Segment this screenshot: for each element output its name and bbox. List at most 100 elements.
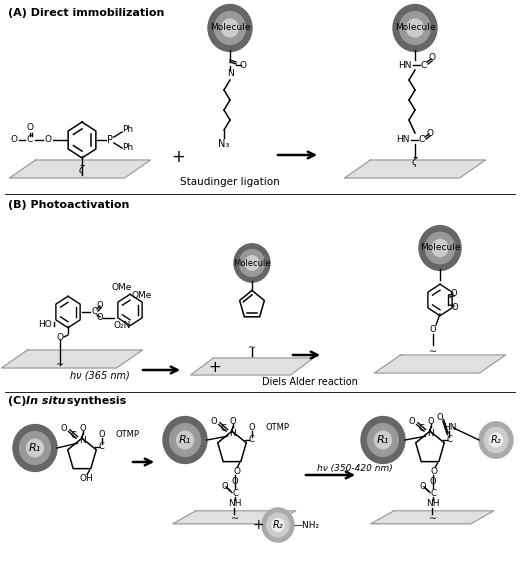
Text: R₁: R₁ bbox=[377, 435, 389, 445]
Text: N₃: N₃ bbox=[218, 139, 230, 149]
Text: hν (350-420 nm): hν (350-420 nm) bbox=[317, 464, 393, 472]
Ellipse shape bbox=[27, 439, 43, 457]
Ellipse shape bbox=[399, 12, 431, 44]
Text: O: O bbox=[452, 303, 458, 311]
Text: O: O bbox=[233, 467, 240, 476]
Text: O: O bbox=[428, 54, 436, 62]
Text: O: O bbox=[240, 61, 246, 69]
Text: Molecule: Molecule bbox=[210, 23, 250, 33]
Ellipse shape bbox=[479, 422, 513, 458]
Text: R₁: R₁ bbox=[29, 443, 41, 453]
Text: HN: HN bbox=[396, 135, 410, 144]
Text: N: N bbox=[229, 429, 236, 438]
Text: —NH₂: —NH₂ bbox=[294, 520, 320, 530]
Polygon shape bbox=[190, 358, 314, 375]
Text: hν (365 nm): hν (365 nm) bbox=[70, 370, 130, 380]
Text: In situ: In situ bbox=[26, 396, 66, 406]
Ellipse shape bbox=[368, 423, 398, 457]
Text: C: C bbox=[232, 489, 238, 498]
Text: O: O bbox=[97, 314, 103, 322]
Text: Staudinger ligation: Staudinger ligation bbox=[180, 177, 280, 187]
Text: O₂N: O₂N bbox=[113, 322, 131, 331]
Text: R₂: R₂ bbox=[491, 435, 501, 445]
Polygon shape bbox=[374, 355, 505, 373]
Ellipse shape bbox=[215, 12, 245, 44]
Text: O: O bbox=[248, 423, 255, 432]
Text: $\zeta$: $\zeta$ bbox=[78, 163, 86, 177]
Text: OH: OH bbox=[80, 474, 94, 483]
Text: O: O bbox=[57, 332, 63, 342]
Text: +: + bbox=[252, 518, 264, 532]
Text: C: C bbox=[418, 424, 424, 433]
Text: O: O bbox=[436, 413, 443, 422]
Text: C: C bbox=[220, 424, 226, 433]
Ellipse shape bbox=[407, 19, 423, 37]
Text: C: C bbox=[70, 431, 76, 440]
Ellipse shape bbox=[177, 431, 193, 449]
Polygon shape bbox=[2, 350, 142, 368]
Text: C: C bbox=[430, 489, 436, 498]
Text: Ph: Ph bbox=[122, 126, 134, 134]
Text: Molecule: Molecule bbox=[395, 23, 435, 33]
Text: NH: NH bbox=[228, 499, 242, 508]
Ellipse shape bbox=[361, 416, 405, 464]
Text: O: O bbox=[431, 467, 438, 476]
Text: $\sim$: $\sim$ bbox=[55, 357, 66, 367]
Text: NH: NH bbox=[426, 499, 440, 508]
Ellipse shape bbox=[489, 433, 502, 447]
Ellipse shape bbox=[393, 5, 437, 51]
Text: C: C bbox=[91, 308, 97, 317]
Text: O: O bbox=[221, 482, 228, 491]
Text: $\zeta$: $\zeta$ bbox=[411, 155, 419, 169]
Ellipse shape bbox=[222, 19, 238, 37]
Text: O: O bbox=[27, 123, 33, 133]
Ellipse shape bbox=[484, 427, 508, 453]
Text: C: C bbox=[447, 435, 452, 444]
Text: $\sim$: $\sim$ bbox=[229, 511, 240, 522]
Ellipse shape bbox=[163, 416, 207, 464]
Text: C: C bbox=[249, 435, 254, 444]
Ellipse shape bbox=[262, 508, 294, 542]
Text: O: O bbox=[430, 477, 436, 486]
Text: N: N bbox=[79, 436, 85, 445]
Text: O: O bbox=[10, 135, 18, 144]
Text: O: O bbox=[211, 416, 217, 426]
Text: O: O bbox=[409, 416, 415, 426]
Text: R₂: R₂ bbox=[272, 520, 283, 530]
Text: O: O bbox=[98, 430, 105, 439]
Ellipse shape bbox=[267, 513, 289, 537]
Text: N: N bbox=[227, 68, 233, 78]
Text: HN: HN bbox=[443, 423, 456, 432]
Ellipse shape bbox=[170, 423, 200, 457]
Polygon shape bbox=[173, 511, 296, 524]
Polygon shape bbox=[9, 160, 150, 178]
Ellipse shape bbox=[419, 225, 461, 270]
Text: P: P bbox=[107, 135, 113, 145]
Text: O: O bbox=[229, 418, 236, 426]
Text: Molecule: Molecule bbox=[233, 259, 271, 267]
Text: O: O bbox=[45, 135, 51, 144]
Ellipse shape bbox=[234, 244, 270, 282]
Ellipse shape bbox=[13, 425, 57, 471]
Text: O: O bbox=[97, 301, 103, 310]
Text: +: + bbox=[171, 148, 185, 166]
Text: (C): (C) bbox=[8, 396, 30, 406]
Text: Diels Alder reaction: Diels Alder reaction bbox=[262, 377, 358, 387]
Text: C: C bbox=[27, 135, 33, 144]
Text: O: O bbox=[232, 477, 238, 486]
Text: +: + bbox=[209, 360, 222, 374]
Ellipse shape bbox=[239, 249, 265, 276]
Ellipse shape bbox=[20, 432, 50, 464]
Text: R₁: R₁ bbox=[179, 435, 191, 445]
Text: (A) Direct immobilization: (A) Direct immobilization bbox=[8, 8, 164, 18]
Polygon shape bbox=[345, 160, 486, 178]
Ellipse shape bbox=[374, 431, 392, 449]
Ellipse shape bbox=[272, 519, 284, 531]
Ellipse shape bbox=[425, 232, 454, 264]
Text: Ph: Ph bbox=[122, 144, 134, 152]
Text: O: O bbox=[427, 418, 434, 426]
Polygon shape bbox=[371, 511, 493, 524]
Ellipse shape bbox=[432, 239, 448, 256]
Text: Molecule: Molecule bbox=[420, 244, 460, 252]
Text: OTMP: OTMP bbox=[265, 423, 289, 432]
